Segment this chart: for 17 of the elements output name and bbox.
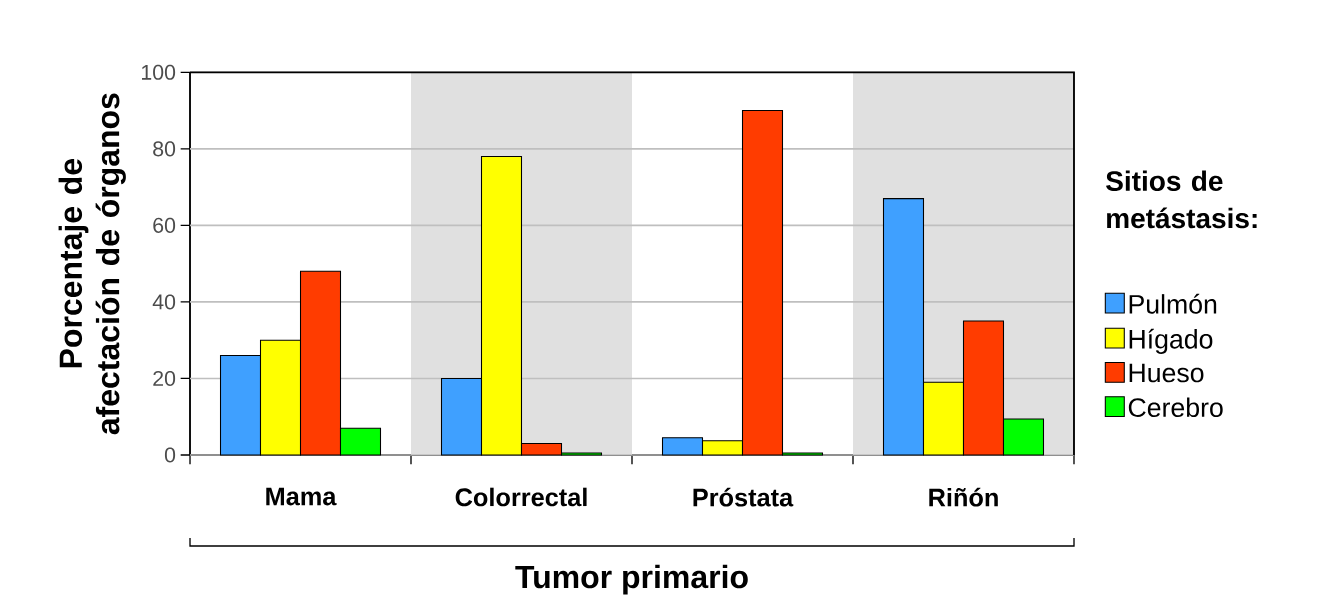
x-tick-label: Colorrectal — [455, 487, 587, 507]
x-axis-title: Tumor primario — [515, 564, 748, 595]
y-tick-label: 100 — [142, 64, 176, 80]
x-tick-label: Próstata — [693, 487, 794, 507]
legend-label: Pulmón — [1129, 293, 1217, 314]
y-axis-title: Porcentaje de afectación de órganos — [58, 93, 126, 435]
x-tick-label: Mama — [266, 487, 337, 506]
y-tick-label: 40 — [152, 294, 176, 310]
y-tick-label: 60 — [153, 217, 176, 233]
y-tick-label: 80 — [153, 141, 176, 157]
legend-label: Hígado — [1129, 328, 1213, 354]
y-tick-label: 20 — [153, 370, 176, 387]
legend-label: Cerebro — [1128, 397, 1223, 418]
legend-label: Hueso — [1129, 363, 1204, 383]
y-tick-label: 0 — [164, 447, 176, 463]
legend-title: Sitios de metástasis: — [1106, 170, 1257, 229]
x-tick-label: Riñón — [929, 487, 998, 507]
